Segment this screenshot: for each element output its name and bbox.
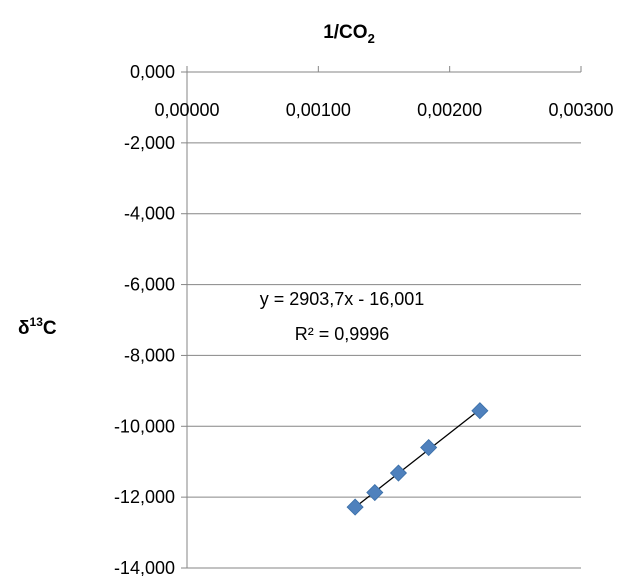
trendline-r-squared: R² = 0,9996 (295, 324, 390, 344)
y-tick-label: -12,000 (114, 487, 175, 507)
data-point (389, 464, 408, 482)
x-tick-label: 0,00100 (286, 100, 351, 120)
data-point-layer (346, 402, 489, 516)
y-tick-label: -10,000 (114, 416, 175, 436)
label-layer: 0,000 -2,000 -4,000 -6,000 -8,000 -10,000 -12,… (18, 22, 614, 576)
y-tick-label: -4,000 (124, 204, 175, 224)
axis-layer (181, 66, 582, 569)
x-tick-label: 0,00200 (417, 100, 482, 120)
x-tick-label: 0,00300 (548, 100, 613, 120)
y-tick-label: -8,000 (124, 345, 175, 365)
y-tick-label: -6,000 (124, 275, 175, 295)
y-tick-label: -14,000 (114, 558, 175, 576)
y-axis-title: δ13C (18, 315, 57, 339)
data-point (346, 498, 364, 516)
y-tick-label: -2,000 (124, 133, 175, 153)
data-point (471, 402, 489, 420)
data-point (420, 438, 438, 457)
trendline-equation: y = 2903,7x - 16,001 (260, 289, 425, 309)
x-tick-label: 0,00000 (154, 100, 219, 120)
x-axis-title: 1/CO2 (323, 22, 375, 46)
data-point (366, 483, 384, 502)
grid-layer (187, 142, 581, 569)
y-tick-label: 0,000 (130, 62, 175, 82)
